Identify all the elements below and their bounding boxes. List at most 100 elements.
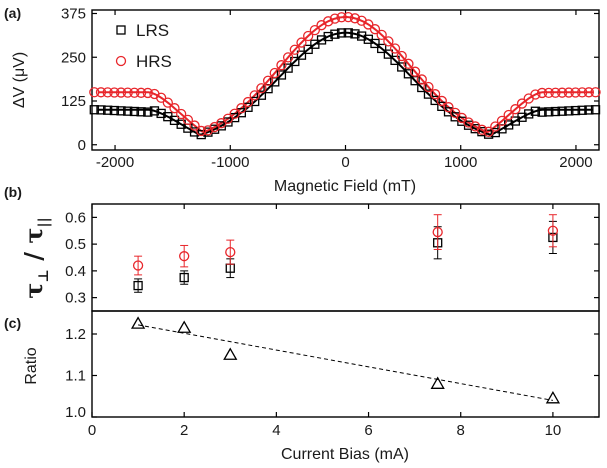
hrs-data-point xyxy=(196,125,207,137)
panel-b-y-tick-label: 0.4 xyxy=(65,263,86,280)
hrs-data-point xyxy=(162,97,173,108)
lrs-data-point xyxy=(149,106,160,116)
hrs-data-point xyxy=(229,108,240,119)
hrs-tau-ratio-point xyxy=(432,226,443,238)
panel-c-x-tick-label: 0 xyxy=(88,422,96,439)
hrs-data-point xyxy=(155,92,167,103)
lrs-data-point xyxy=(403,69,414,79)
panel-c-x-tick-label: 6 xyxy=(364,422,372,439)
hrs-data-point xyxy=(416,74,427,85)
lrs-data-point xyxy=(530,106,541,116)
panel-c-y-tick-label: 1.2 xyxy=(65,326,86,343)
hrs-data-point xyxy=(369,24,381,35)
lrs-data-point xyxy=(323,31,333,42)
panel-c-y-axis-label: Ratio xyxy=(23,347,40,384)
hrs-data-point xyxy=(450,107,461,119)
lrs-data-point xyxy=(590,105,601,115)
panel-a-x-tick-label: 1000 xyxy=(444,154,477,171)
hrs-data-point xyxy=(282,52,294,63)
hrs-data-point xyxy=(135,87,147,98)
legend-hrs-marker xyxy=(115,55,127,67)
hrs-data-point xyxy=(276,60,287,71)
hrs-data-point xyxy=(563,87,574,98)
lrs-data-point xyxy=(236,108,246,118)
hrs-data-point xyxy=(483,126,494,137)
hrs-data-point xyxy=(490,121,501,132)
lrs-data-point xyxy=(156,108,166,119)
hrs-data-point xyxy=(503,109,514,121)
hrs-data-point xyxy=(429,89,441,100)
hrs-data-point xyxy=(516,98,528,109)
panel-b-y-tick-label: 0.5 xyxy=(65,236,86,253)
hrs-data-point xyxy=(376,29,387,41)
hrs-data-point xyxy=(323,16,334,27)
lrs-data-point xyxy=(584,105,594,115)
lrs-data-point xyxy=(570,105,581,116)
hrs-data-point xyxy=(309,24,320,36)
hrs-data-point xyxy=(409,66,421,77)
panel-c-x-tick-label: 4 xyxy=(272,422,280,439)
hrs-data-point xyxy=(142,87,153,99)
hrs-data-point xyxy=(583,87,595,98)
ratio-trendline xyxy=(138,324,553,401)
panel-c-y-tick-label: 1.0 xyxy=(65,404,86,421)
panel-a-x-tick-label: 0 xyxy=(341,154,349,171)
lrs-data-point xyxy=(356,31,367,41)
hrs-data-point xyxy=(249,90,260,101)
lrs-data-point xyxy=(230,112,240,123)
panel-a-y-tick-label: 250 xyxy=(61,49,86,66)
panel-b-data-points xyxy=(132,214,559,293)
panel-c-y-tick-label: 1.1 xyxy=(65,368,86,385)
legend-lrs-square xyxy=(116,25,126,35)
panel-a: (a) -2000 -1000 0 1000 2000 0 125 250 375 Magnet… xyxy=(4,5,601,195)
hrs-data-point xyxy=(423,81,434,93)
hrs-data-point xyxy=(496,115,508,127)
hrs-data-point xyxy=(89,87,100,98)
hrs-data-point xyxy=(122,87,133,98)
hrs-data-point xyxy=(303,30,314,42)
hrs-data-point xyxy=(329,13,341,24)
panel-a-x-axis-label: Magnetic Field (mT) xyxy=(274,178,416,195)
lrs-data-point xyxy=(283,63,293,73)
hrs-data-point xyxy=(182,114,194,126)
legend-hrs-circle xyxy=(115,55,127,67)
lrs-data-point xyxy=(109,105,120,116)
lrs-data-point xyxy=(123,106,133,116)
hrs-data-point xyxy=(296,37,307,48)
lrs-data-point xyxy=(96,105,106,115)
legend-lrs-label: LRS xyxy=(136,21,169,40)
panel-a-x-tick-label: -1000 xyxy=(211,154,249,171)
panel-b-label: (b) xyxy=(4,184,22,200)
hrs-data-point xyxy=(476,124,488,135)
panel-a-label: (a) xyxy=(4,5,21,21)
hrs-data-point xyxy=(256,83,267,94)
hrs-data-point xyxy=(343,11,354,23)
panel-c-label: (c) xyxy=(4,315,21,331)
panel-b-frame xyxy=(91,203,600,312)
lrs-data-point xyxy=(343,28,353,38)
lrs-data-point xyxy=(276,70,287,80)
tau-perp-subscript: ⊥ xyxy=(36,269,52,282)
panel-a-data-points xyxy=(89,11,601,140)
hrs-tau-ratio-point xyxy=(132,260,144,271)
hrs-data-point xyxy=(550,87,561,98)
hrs-data-point xyxy=(242,96,254,108)
panel-a-y-tick-label: 375 xyxy=(61,6,86,23)
ratio-data-point xyxy=(177,320,192,333)
lrs-data-point xyxy=(557,106,567,116)
lrs-data-point xyxy=(383,49,394,59)
lrs-data-point xyxy=(103,105,113,115)
panel-c-ticks: 0 2 4 6 8 10 1.0 1.1 1.2 xyxy=(65,326,599,439)
lrs-data-point xyxy=(537,107,547,117)
panel-c-x-tick-label: 10 xyxy=(545,422,562,439)
legend-lrs-marker xyxy=(116,25,126,35)
hrs-data-point xyxy=(222,113,234,124)
tau-par-symbol: τ xyxy=(19,227,48,243)
lrs-data-point xyxy=(303,44,313,55)
lrs-data-point xyxy=(296,50,307,60)
panel-a-y-tick-label: 125 xyxy=(61,93,86,110)
hrs-data-point xyxy=(577,87,588,98)
ratio-data-point xyxy=(130,316,146,329)
hrs-tau-ratio-point xyxy=(225,246,236,258)
